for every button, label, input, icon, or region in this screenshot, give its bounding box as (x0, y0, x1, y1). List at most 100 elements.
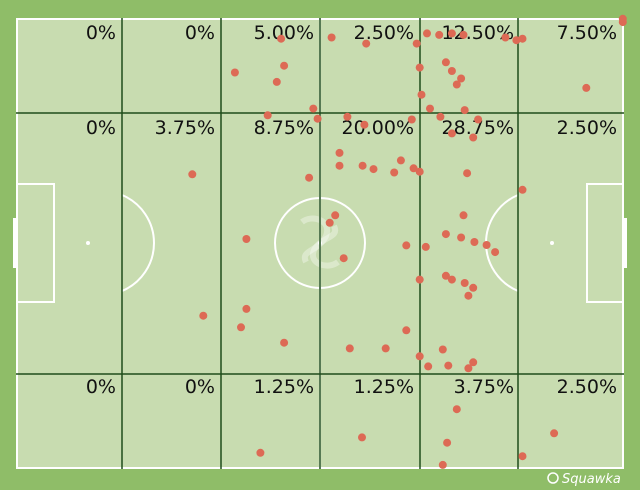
event-point (441, 58, 450, 67)
zone-label-r2-c2: 3.75% (155, 117, 215, 139)
zone-label-r3-c1: 0% (86, 376, 116, 398)
event-point (263, 111, 272, 120)
event-point (512, 36, 521, 45)
event-point (618, 14, 627, 23)
event-point (256, 448, 265, 457)
event-point (199, 311, 208, 320)
event-point (415, 63, 424, 72)
event-point (424, 362, 433, 371)
event-point (482, 241, 491, 249)
event-point (188, 170, 197, 179)
event-point (438, 460, 447, 469)
event-point (325, 218, 334, 227)
zone-label-r2-c4: 20.00% (342, 117, 414, 139)
zone-label-r2-c1: 0% (86, 117, 116, 139)
event-point (421, 242, 430, 251)
event-point (459, 30, 468, 39)
zone-label-r2-c6: 2.50% (557, 117, 617, 139)
left-goal (13, 218, 18, 268)
zone-label-r1-c5: 12.50% (442, 22, 514, 44)
event-point (402, 241, 411, 250)
event-point (460, 106, 469, 115)
event-point (491, 248, 500, 257)
event-point (435, 30, 444, 39)
event-point (550, 429, 559, 438)
right-goal (622, 218, 627, 268)
zone-label-r3-c4: 1.25% (354, 376, 414, 398)
event-point (277, 34, 286, 43)
event-point (280, 338, 289, 347)
zone-label-r3-c2: 0% (185, 376, 215, 398)
event-point (457, 233, 466, 242)
zone-labels: 0% 0% 5.00% 2.50% 12.50% 7.50% 0% 3.75% … (86, 22, 617, 398)
zone-label-r2-c5: 28.75% (442, 117, 514, 139)
event-point (457, 74, 466, 83)
left-penalty-spot (86, 241, 90, 245)
event-point (470, 238, 479, 246)
event-point (582, 83, 591, 92)
brand-name: Squawka (562, 472, 621, 487)
event-point (426, 104, 434, 113)
left-penalty-arc (121, 194, 155, 292)
event-point (417, 90, 426, 99)
zone-label-r1-c2: 0% (185, 22, 215, 44)
zone-label-r3-c6: 2.50% (557, 376, 617, 398)
event-point (242, 304, 251, 313)
event-point (360, 120, 369, 129)
right-penalty-spot (550, 241, 554, 245)
zone-label-r3-c5: 3.75% (454, 376, 514, 398)
event-point (345, 344, 354, 353)
squawka-brand: Squawka (547, 472, 621, 487)
zone-label-r1-c1: 0% (86, 22, 116, 44)
zone-label-r2-c3: 8.75% (254, 117, 314, 139)
event-point (518, 452, 527, 461)
event-point (518, 34, 527, 43)
event-point (460, 279, 469, 287)
event-points (188, 14, 627, 469)
event-point (441, 230, 450, 239)
event-point (441, 271, 450, 280)
event-point (335, 161, 344, 170)
event-point (463, 169, 472, 178)
zone-label-r1-c3: 5.00% (254, 22, 314, 44)
event-point (280, 61, 289, 70)
event-point (409, 164, 418, 173)
event-point (390, 168, 399, 177)
event-point (412, 39, 421, 48)
zone-label-r1-c6: 7.50% (557, 22, 617, 44)
event-point (381, 344, 390, 353)
event-point (469, 133, 478, 142)
zone-label-r3-c3: 1.25% (254, 376, 314, 398)
event-point (369, 165, 378, 174)
event-point (415, 352, 424, 361)
event-point (309, 104, 318, 113)
event-point (358, 433, 366, 442)
event-point (407, 115, 416, 124)
event-point (339, 254, 348, 263)
event-point (447, 275, 456, 284)
event-point (343, 112, 352, 121)
event-point (469, 283, 478, 292)
event-point (469, 358, 478, 367)
event-point (415, 167, 424, 176)
event-point (464, 364, 473, 373)
event-point (447, 129, 456, 138)
event-point (242, 235, 251, 243)
event-point (459, 211, 468, 220)
event-point (230, 68, 239, 77)
event-point (518, 185, 527, 194)
event-point (415, 275, 424, 284)
event-point (272, 77, 281, 86)
event-point (444, 361, 453, 370)
event-point (305, 173, 314, 182)
event-point (501, 33, 510, 42)
event-point (443, 438, 452, 447)
zone-label-r1-c4: 2.50% (354, 22, 414, 44)
event-point (447, 29, 456, 38)
event-point (423, 29, 431, 38)
event-point (452, 405, 461, 414)
event-point (237, 323, 245, 332)
event-point (402, 326, 411, 335)
